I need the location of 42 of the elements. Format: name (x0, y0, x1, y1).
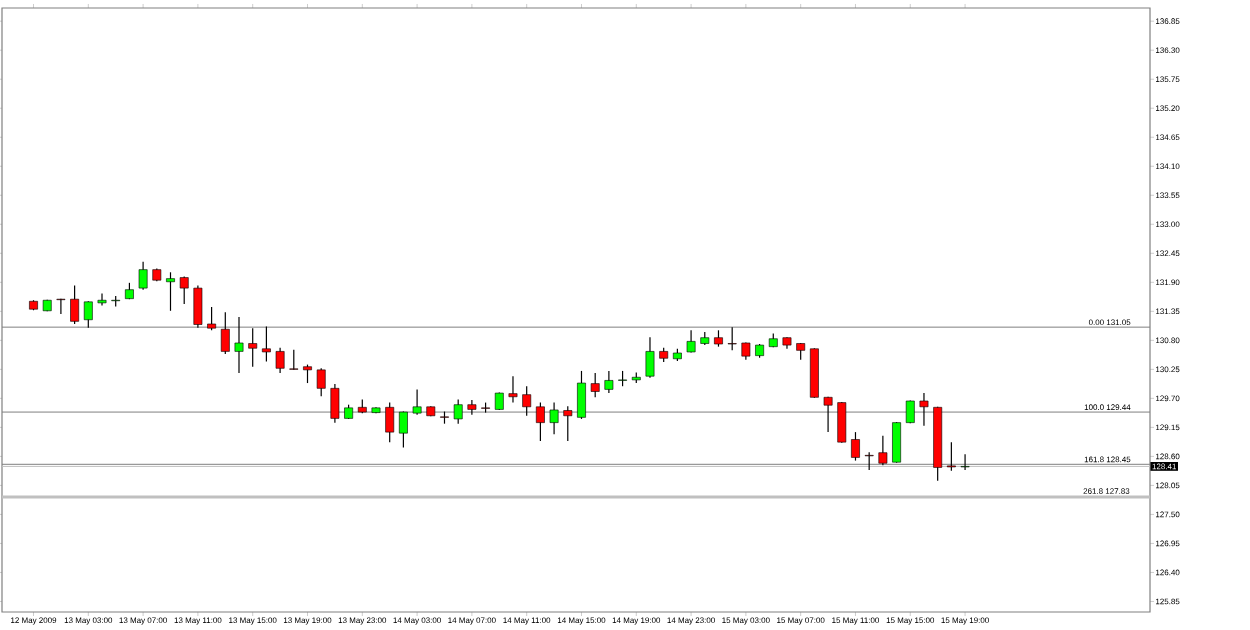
candlestick (316, 367, 326, 397)
candlestick (535, 401, 545, 442)
candlestick (508, 375, 518, 404)
candlestick (289, 349, 299, 371)
candlestick (686, 329, 696, 354)
candlestick (549, 401, 559, 435)
candlestick (467, 399, 477, 416)
candlestick (207, 306, 217, 331)
candlestick (563, 405, 573, 442)
candlestick (645, 336, 655, 379)
candlestick (919, 392, 929, 427)
candlestick (823, 396, 833, 433)
candlestick (385, 401, 395, 443)
candlestick (83, 300, 93, 329)
candlestick (878, 435, 888, 466)
candlestick (193, 284, 203, 329)
candlestick (248, 327, 258, 368)
candlestick (179, 275, 189, 305)
candlestick (138, 261, 148, 291)
candlestick (577, 370, 586, 420)
candlestick (303, 363, 312, 384)
candlestick (261, 326, 271, 363)
candlestick (398, 410, 408, 449)
candlestick (56, 298, 66, 315)
candlestick (70, 284, 80, 325)
candlestick (275, 347, 285, 374)
candlestick (234, 316, 244, 374)
candlestick (727, 326, 737, 351)
candlestick (522, 385, 532, 417)
candlestick (166, 271, 175, 312)
candlestick (837, 401, 847, 444)
candlestick (97, 292, 107, 307)
candlestick (604, 370, 614, 394)
candlestick (851, 431, 860, 462)
candlestick (453, 398, 463, 425)
candlestick (946, 441, 956, 472)
candlestick (220, 311, 230, 355)
candlestick (412, 388, 422, 416)
candlestick (590, 372, 600, 398)
candlestick (330, 383, 340, 424)
candlestick (892, 421, 901, 464)
candlestick (960, 453, 970, 471)
